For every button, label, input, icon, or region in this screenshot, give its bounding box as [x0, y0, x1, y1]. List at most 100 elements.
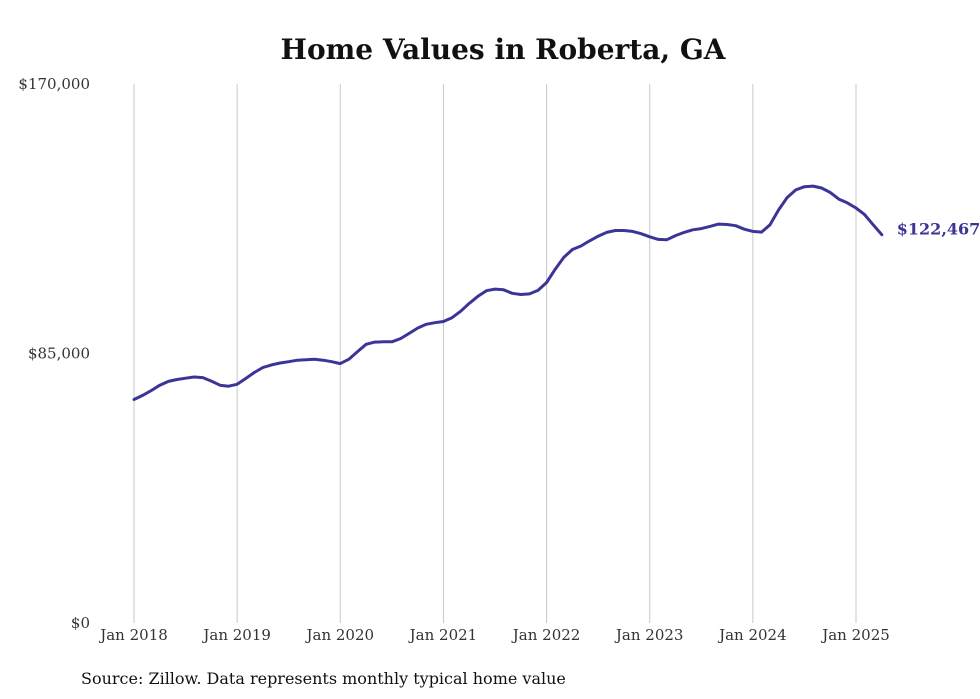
- data-point: [407, 332, 411, 335]
- data-point: [511, 292, 514, 295]
- data-point: [253, 371, 256, 374]
- data-point: [175, 378, 179, 381]
- data-point: [691, 228, 694, 231]
- y-tick-label: $170,000: [18, 75, 90, 93]
- data-point: [390, 340, 394, 343]
- data-point: [244, 377, 247, 380]
- data-point: [485, 289, 488, 292]
- data-point: [193, 375, 196, 379]
- end-value-label: $122,467: [897, 220, 980, 239]
- data-point: [854, 206, 858, 210]
- data-point: [167, 380, 170, 383]
- data-point: [287, 360, 290, 363]
- data-point: [356, 350, 359, 353]
- data-point: [880, 233, 883, 236]
- x-tick-label: Jan 2024: [717, 626, 787, 644]
- data-point: [519, 293, 522, 296]
- y-axis-tick-labels: $0 $85,000 $170,000: [18, 75, 90, 632]
- data-point: [794, 188, 797, 192]
- data-point: [734, 224, 737, 227]
- data-point: [829, 191, 832, 194]
- data-point: [399, 337, 402, 340]
- data-point: [528, 292, 531, 296]
- data-point: [674, 234, 677, 237]
- data-point: [278, 361, 282, 365]
- data-point: [330, 360, 333, 363]
- data-point: [304, 358, 308, 361]
- data-point: [579, 244, 583, 248]
- data-point: [235, 383, 239, 386]
- data-point: [863, 213, 866, 216]
- data-point: [777, 208, 780, 212]
- data-point: [450, 316, 454, 319]
- data-point: [416, 326, 419, 330]
- data-point: [433, 321, 436, 324]
- data-point: [347, 358, 351, 361]
- data-point: [442, 320, 445, 323]
- data-point: [536, 289, 540, 292]
- data-point: [373, 340, 376, 344]
- data-point: [476, 295, 479, 298]
- data-point: [751, 230, 755, 233]
- data-point: [493, 287, 497, 291]
- data-point: [545, 281, 548, 284]
- x-tick-label: Jan 2021: [408, 626, 478, 644]
- data-point: [700, 227, 703, 230]
- data-point: [846, 201, 849, 205]
- data-point: [768, 223, 772, 226]
- data-point: [321, 359, 325, 362]
- data-point: [150, 389, 153, 392]
- x-tick-label: Jan 2019: [201, 626, 271, 644]
- data-point: [184, 377, 187, 380]
- data-point: [382, 340, 385, 343]
- data-point: [786, 196, 789, 199]
- data-point: [622, 229, 626, 232]
- data-point: [270, 363, 273, 367]
- y-tick-label: $0: [71, 614, 90, 632]
- x-tick-label: Jan 2022: [511, 626, 581, 644]
- data-point: [872, 223, 875, 226]
- chart-title: Home Values in Roberta, GA: [281, 33, 727, 66]
- x-tick-label: Jan 2025: [820, 626, 890, 644]
- data-point: [201, 376, 204, 379]
- data-point: [459, 310, 462, 313]
- data-point: [261, 366, 265, 369]
- data-point: [743, 228, 746, 231]
- data-point: [614, 229, 617, 232]
- data-point: [665, 238, 669, 241]
- data-point: [820, 186, 823, 190]
- data-point: [725, 223, 729, 226]
- x-tick-label: Jan 2023: [614, 626, 684, 644]
- data-point: [227, 385, 230, 388]
- gridlines: [133, 84, 857, 623]
- x-axis-tick-labels: Jan 2018 Jan 2019 Jan 2020 Jan 2021 Jan 2022…: [98, 626, 890, 644]
- data-point: [717, 222, 720, 226]
- data-point: [468, 302, 471, 305]
- data-point: [296, 359, 299, 362]
- data-point: [803, 185, 806, 188]
- data-point: [811, 184, 815, 188]
- data-point: [562, 256, 565, 259]
- series-line: [132, 184, 884, 401]
- data-point: [596, 235, 600, 238]
- data-point: [218, 384, 222, 387]
- data-point: [657, 238, 660, 241]
- data-point: [837, 197, 840, 201]
- data-point: [588, 239, 591, 243]
- data-point: [639, 232, 643, 235]
- data-point: [631, 230, 634, 233]
- data-point: [554, 268, 557, 271]
- data-point: [364, 343, 368, 346]
- data-point: [682, 231, 686, 234]
- source-note: Source: Zillow. Data represents monthly …: [81, 669, 566, 688]
- data-point: [648, 235, 651, 238]
- data-point: [708, 225, 712, 228]
- data-point: [760, 230, 763, 234]
- x-tick-label: Jan 2018: [98, 626, 168, 644]
- data-point: [502, 288, 505, 291]
- data-point: [141, 394, 144, 397]
- y-tick-label: $85,000: [28, 345, 90, 363]
- data-point: [210, 379, 213, 383]
- data-point: [425, 323, 428, 326]
